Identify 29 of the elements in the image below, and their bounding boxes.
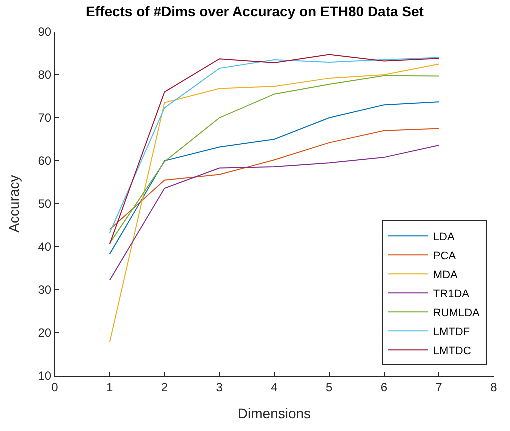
- y-tick-label: 60: [38, 154, 52, 168]
- x-tick-label: 5: [326, 380, 334, 394]
- y-tick-label: 70: [38, 111, 52, 126]
- legend-label: RUMLDA: [433, 307, 481, 320]
- x-tick-label: 3: [216, 380, 224, 394]
- y-axis-title: Accuracy: [6, 175, 22, 233]
- y-tick-label: 30: [38, 283, 52, 298]
- x-tick-label: 7: [436, 380, 443, 394]
- x-tick-label: 8: [490, 380, 498, 394]
- x-tick-label: 2: [161, 380, 168, 394]
- x-tick-label: 4: [271, 380, 278, 394]
- y-tick-label: 20: [38, 326, 52, 340]
- x-tick-label: 1: [106, 380, 114, 394]
- y-tick-label: 50: [38, 197, 52, 212]
- legend-label: MDA: [433, 269, 459, 282]
- legend-label: LMTDC: [433, 345, 472, 358]
- legend-label: PCA: [433, 250, 457, 262]
- y-tick-label: 10: [38, 369, 52, 384]
- legend-label: LMTDF: [433, 326, 470, 338]
- line-series: [109, 128, 440, 230]
- x-axis-title: Dimensions: [238, 406, 312, 422]
- legend-label: TR1DA: [433, 288, 470, 300]
- y-tick-label: 80: [38, 68, 52, 82]
- x-tick-label: 0: [52, 380, 59, 394]
- y-tick-label: 40: [38, 240, 52, 254]
- x-tick-label: 6: [380, 380, 388, 394]
- legend-label: LDA: [433, 231, 456, 244]
- chart-title: Effects of #Dims over Accuracy on ETH80 Data Set: [86, 3, 424, 20]
- y-tick-label: 90: [38, 25, 52, 40]
